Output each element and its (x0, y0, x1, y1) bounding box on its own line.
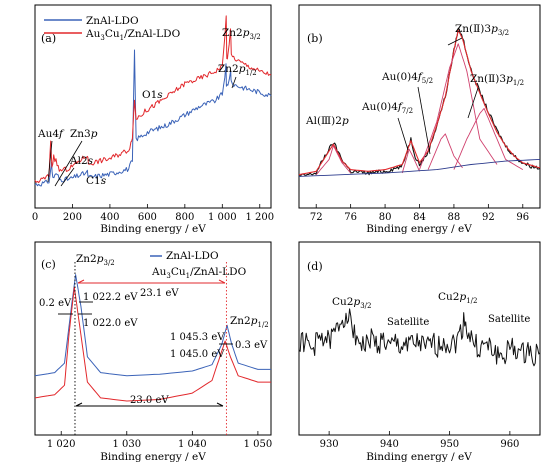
series-b-4 (427, 133, 463, 170)
series-b-7 (298, 158, 541, 177)
label-al3-2p: Al(Ⅲ)2p (305, 115, 349, 127)
label-c1s: C1s (86, 175, 107, 187)
x-tick-label-c-2: 1 040 (178, 439, 207, 450)
series-d-0 (298, 308, 541, 367)
panel-b-plot: 72 76 80 84 88 92 96 (298, 28, 541, 223)
x-tick-label-b-4: 88 (448, 212, 461, 223)
x-tick-label-a-6: 1 200 (245, 212, 274, 223)
x-tick-label-a-2: 400 (100, 212, 119, 223)
label-gap-23-0: 23.0 eV (130, 395, 169, 406)
x-tick-label-a-4: 800 (175, 212, 194, 223)
panel-a-label: (a) (41, 32, 56, 45)
legend-c-entry-1: ZnAl-LDO (166, 250, 219, 262)
x-tick-label-a-3: 600 (138, 212, 157, 223)
panel-a-frame (34, 4, 272, 209)
series-a-0 (34, 49, 272, 187)
x-tick-label-b-5: 92 (482, 212, 495, 223)
panel-b-label: (b) (307, 32, 323, 45)
legend-a-entry-2: Au3Cu1/ZnAl-LDO (85, 28, 181, 42)
series-b-5 (419, 43, 498, 170)
gap-line-bottom-right-arrow (216, 402, 224, 407)
label-1045-3: 1 045.3 eV (170, 332, 225, 343)
x-tick-label-c-1: 1 030 (112, 439, 141, 450)
label-satellite-2: Satellite (488, 314, 530, 325)
legend-a-entry-1: ZnAl-LDO (86, 15, 139, 27)
xlabel-a: Binding energy / eV (100, 223, 206, 235)
arrow-zn3p (54, 140, 83, 187)
label-zn3p: Zn3p (70, 128, 98, 140)
label-zn2p32-a: Zn2p3/2 (222, 27, 261, 41)
label-1022-0: 1 022.0 eV (83, 318, 138, 329)
label-zn-3p32: Zn(Ⅱ)3p3/2 (455, 23, 509, 37)
x-tick-label-a-0: 0 (32, 212, 38, 223)
gap-line-bottom-left-arrow (75, 402, 83, 407)
label-0-3ev: 0.3 eV (235, 340, 268, 351)
panel-d-frame (298, 241, 541, 436)
series-b-3 (401, 148, 420, 174)
label-zn2p32-c: Zn2p3/2 (76, 253, 115, 267)
label-zn2p12-a: Zn2p1/2 (218, 63, 257, 77)
x-tick-label-b-0: 72 (310, 212, 323, 223)
label-au4f: Au4f (37, 128, 65, 140)
panel-c-frame (34, 241, 272, 436)
x-tick-label-a-1: 200 (63, 212, 82, 223)
panel-d-label: (d) (307, 260, 323, 273)
xlabel-c: Binding energy / eV (100, 451, 206, 463)
legend-c-entry-2: Au3Cu1/ZnAl-LDO (151, 266, 247, 280)
label-au-4f52: Au(0)4f5/2 (381, 71, 433, 85)
label-o1s: O1s (142, 89, 163, 101)
x-tick-label-b-2: 80 (379, 212, 392, 223)
x-tick-label-b-1: 76 (344, 212, 357, 223)
label-satellite-1: Satellite (387, 317, 429, 328)
label-cu2p12: Cu2p1/2 (438, 291, 477, 305)
series-b-6 (453, 107, 524, 170)
label-cu2p32: Cu2p3/2 (332, 296, 371, 310)
x-tick-label-b-6: 96 (516, 212, 529, 223)
label-1045-0: 1 045.0 eV (170, 349, 225, 360)
x-tick-label-c-0: 1 020 (47, 439, 76, 450)
label-al2s: Al2s (69, 155, 94, 167)
xlabel-b: Binding energy / eV (366, 223, 472, 235)
x-tick-label-d-2: 950 (440, 439, 459, 450)
series-b-1 (298, 29, 541, 176)
series-c-0 (34, 274, 271, 377)
series-b-2 (315, 145, 351, 175)
series-b-0 (298, 28, 541, 177)
gap-line-top-right-arrow (218, 279, 226, 284)
arrow-au-4f72 (397, 117, 409, 151)
panel-c-label: (c) (41, 258, 56, 271)
arrow-al2s (60, 167, 75, 187)
gap-line-top-left-arrow (77, 279, 85, 284)
label-0-2ev: 0.2 eV (39, 298, 72, 309)
label-zn-3p12: Zn(Ⅱ)3p1/2 (470, 73, 524, 87)
xlabel-d: Binding energy / eV (366, 451, 472, 463)
label-zn2p12-c: Zn2p1/2 (230, 315, 269, 329)
arrow-zn-3p32 (447, 37, 463, 46)
label-gap-23-1: 23.1 eV (140, 288, 179, 299)
series-c-1 (34, 286, 271, 402)
panel-a-plot: 0 200 400 600 800 1 000 1 200 (32, 15, 274, 223)
panel-d-plot: 930 940 950 960 (298, 308, 541, 450)
x-tick-label-a-5: 1 000 (208, 212, 237, 223)
x-tick-label-b-3: 84 (413, 212, 426, 223)
x-tick-label-d-1: 940 (380, 439, 399, 450)
x-tick-label-d-0: 930 (320, 439, 339, 450)
arrow-zn-3p12 (467, 87, 479, 119)
series-a-1 (34, 15, 272, 184)
panel-c-plot: 1 020 1 030 1 040 1 050 (34, 262, 273, 450)
label-1022-2: 1 022.2 eV (83, 292, 138, 303)
arrow-au4f (47, 140, 53, 183)
arrow-zn2p12-a (231, 76, 237, 89)
x-tick-label-d-3: 960 (500, 439, 519, 450)
label-au-4f72: Au(0)4f7/2 (361, 101, 413, 115)
x-tick-label-c-3: 1 050 (244, 439, 273, 450)
arrow-au-4f52 (417, 86, 431, 155)
